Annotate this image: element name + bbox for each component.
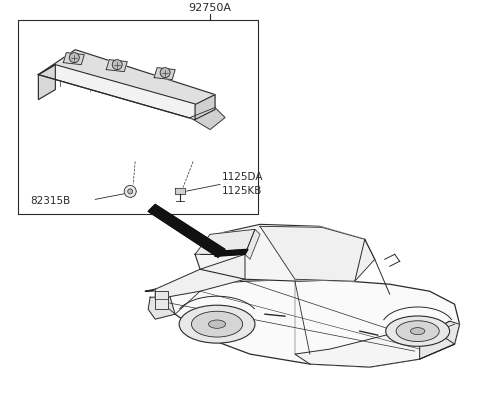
Polygon shape	[145, 279, 459, 367]
Polygon shape	[245, 229, 260, 259]
Circle shape	[69, 53, 79, 63]
Polygon shape	[175, 189, 185, 194]
Polygon shape	[63, 53, 84, 65]
Polygon shape	[215, 249, 248, 256]
Polygon shape	[155, 254, 245, 299]
Polygon shape	[155, 291, 168, 309]
Polygon shape	[260, 226, 375, 281]
Polygon shape	[195, 94, 215, 119]
Polygon shape	[154, 67, 175, 80]
Polygon shape	[148, 204, 225, 257]
Polygon shape	[420, 321, 459, 359]
Polygon shape	[38, 65, 55, 99]
Polygon shape	[295, 334, 455, 367]
Ellipse shape	[208, 320, 226, 328]
Text: 92750A: 92750A	[189, 3, 231, 13]
Ellipse shape	[192, 311, 243, 337]
Text: 1125DA: 1125DA	[222, 173, 264, 182]
Circle shape	[128, 189, 132, 194]
Polygon shape	[195, 225, 375, 281]
Ellipse shape	[386, 316, 450, 346]
Polygon shape	[195, 229, 255, 254]
Polygon shape	[148, 297, 175, 319]
Ellipse shape	[396, 321, 439, 342]
Ellipse shape	[410, 328, 425, 335]
Text: 82315B: 82315B	[30, 196, 71, 207]
Circle shape	[160, 67, 170, 78]
Polygon shape	[106, 60, 127, 72]
Polygon shape	[190, 108, 225, 130]
Ellipse shape	[179, 305, 255, 343]
Circle shape	[112, 60, 122, 70]
Text: 1125KB: 1125KB	[222, 187, 263, 196]
Polygon shape	[38, 49, 215, 119]
Circle shape	[124, 185, 136, 198]
Polygon shape	[38, 65, 215, 119]
